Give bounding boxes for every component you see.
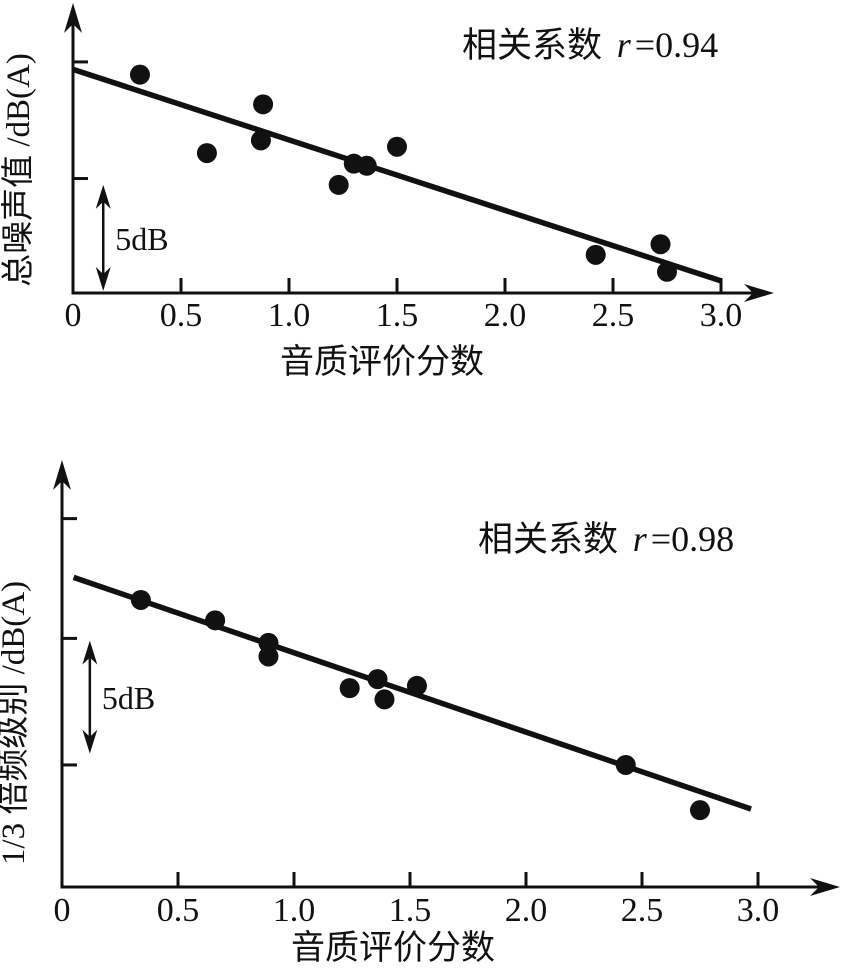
data-point (253, 94, 274, 115)
correlation-annotation: 相关系数 r =0.94 (462, 25, 718, 65)
regression-line (72, 66, 722, 284)
correlation-value: =0.94 (635, 25, 718, 65)
x-tick-label: 3.0 (700, 297, 743, 334)
data-point (356, 155, 377, 176)
data-point (129, 64, 150, 85)
y-axis-arrow-icon (64, 3, 82, 33)
data-point (585, 244, 606, 265)
correlation-value: =0.98 (651, 519, 734, 559)
scale-bar-down-arrow-icon (95, 266, 111, 291)
x-origin-label: 0 (65, 297, 82, 334)
x-tick-label: 1.0 (268, 297, 311, 334)
x-tick-label: 2.5 (592, 297, 635, 334)
top-chart: 0.5 1.0 1.5 2.0 2.5 3.0 0 5dB 相关系数 r =0.94 音质评价分数 总… (0, 3, 774, 381)
bottom-chart: 0.5 1.0 1.5 2.0 2.5 3.0 0 5dB 相关系数 r =0.98 音质评价分数 1… (0, 460, 840, 967)
data-point (650, 234, 671, 255)
x-axis-label: 音质评价分数 (280, 343, 484, 381)
x-tick-label: 0.5 (157, 892, 200, 929)
data-point (328, 174, 349, 195)
x-axis-label: 音质评价分数 (291, 929, 495, 967)
scale-bar-down-arrow-icon (82, 729, 98, 754)
data-point (250, 130, 271, 151)
data-point (387, 136, 407, 157)
data-point (690, 800, 710, 821)
y-axis-label: 总噪声值 /dB(A) (0, 53, 37, 287)
correlation-annotation-prefix: 相关系数 (478, 520, 627, 559)
data-point (406, 675, 427, 696)
data-point (205, 610, 226, 631)
data-point (374, 689, 395, 710)
x-tick-label: 3.0 (737, 892, 780, 929)
x-axis-arrow-icon (744, 284, 774, 302)
x-tick-label: 2.0 (505, 892, 548, 929)
scale-bar-up-arrow-icon (82, 640, 98, 665)
correlation-annotation: 相关系数 r =0.98 (478, 519, 734, 559)
data-point (196, 143, 217, 164)
x-origin-label: 0 (54, 892, 71, 929)
scale-bar-label: 5dB (115, 221, 168, 257)
scale-bar-label: 5dB (102, 680, 155, 716)
data-point (130, 589, 151, 610)
x-axis-arrow-icon (810, 878, 840, 896)
x-tick-label: 1.5 (389, 892, 432, 929)
correlation-symbol: r (633, 519, 648, 559)
x-tick-label: 1.0 (273, 892, 316, 929)
x-tick-label: 2.0 (484, 297, 527, 334)
data-point (615, 754, 636, 775)
x-tick-label: 0.5 (160, 297, 203, 334)
correlation-annotation-prefix: 相关系数 (462, 26, 611, 65)
scale-bar-up-arrow-icon (95, 184, 111, 209)
x-tick-label: 2.5 (621, 892, 664, 929)
x-tick-label: 1.5 (376, 297, 419, 334)
correlation-symbol: r (617, 25, 632, 65)
data-point (258, 646, 279, 667)
data-point (339, 678, 360, 699)
y-axis-label: 1/3 倍频级别 /dB(A) (0, 581, 32, 865)
y-axis-arrow-icon (53, 460, 71, 490)
data-point (367, 669, 388, 690)
data-point (657, 261, 677, 282)
